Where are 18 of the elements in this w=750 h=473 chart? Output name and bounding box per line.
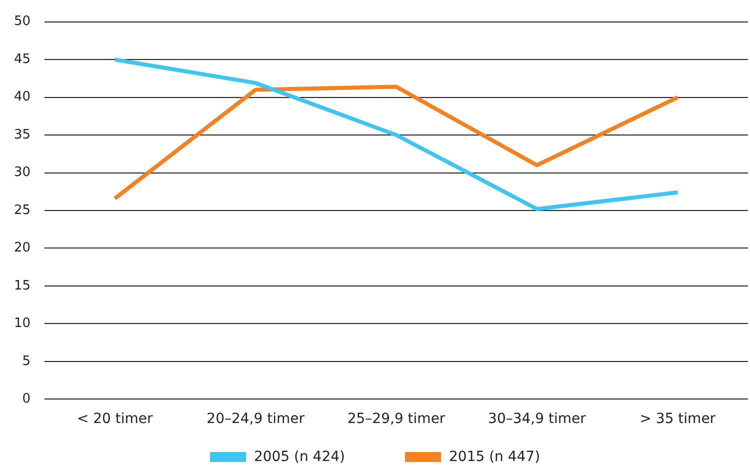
y-tick-label: 25 xyxy=(14,202,31,218)
y-tick-label: 40 xyxy=(14,90,31,105)
legend-label: 2005 (n 424) xyxy=(254,448,345,464)
y-tick-label: 30 xyxy=(14,165,31,180)
y-tick-label: 10 xyxy=(14,316,31,332)
x-tick-label: 25–29,9 timer xyxy=(347,411,446,428)
x-tick-label: > 35 timer xyxy=(640,411,716,428)
y-tick-label: 20 xyxy=(14,240,31,256)
x-tick-label: 20–24,9 timer xyxy=(206,411,305,428)
y-tick-label: 50 xyxy=(14,14,31,30)
legend-label: 2015 (n 447) xyxy=(449,448,540,464)
y-tick-label: 0 xyxy=(22,392,31,407)
y-tick-label: 15 xyxy=(14,278,31,294)
y-tick-label: 35 xyxy=(14,127,31,142)
x-tick-label: < 20 timer xyxy=(76,411,154,428)
y-tick-label: 45 xyxy=(14,52,31,67)
y-tick-label: 5 xyxy=(22,354,31,369)
x-tick-label: 30–34,9 timer xyxy=(488,411,586,428)
